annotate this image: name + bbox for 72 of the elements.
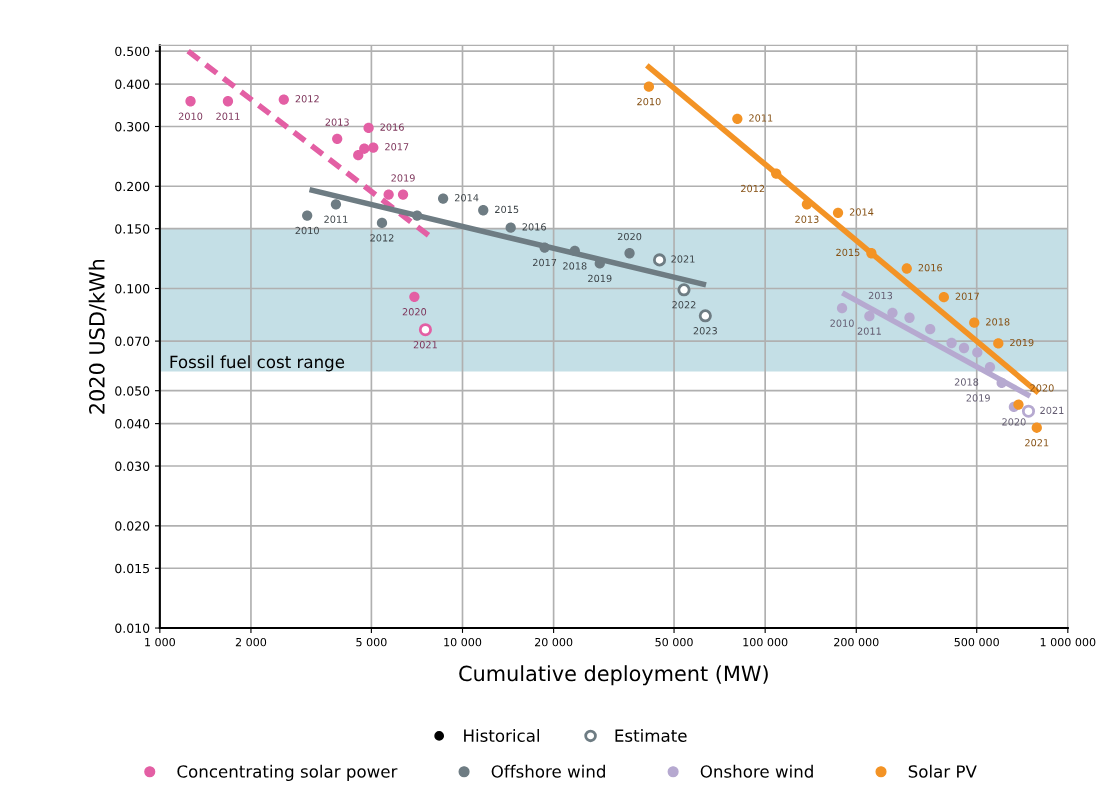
annotation: 2010 [637,97,661,106]
annotation: 2011 [324,215,348,223]
annotation: 2019 [966,394,990,402]
x-tick-label: 500 000 [954,637,999,647]
annotation: 2016 [522,223,546,231]
annotation: 2021 [671,255,695,263]
annotation: 2016 [380,123,404,131]
y-tick-label: 0.500 [115,46,150,57]
y-axis-title: 2020 USD/kWh [88,259,107,414]
y-tick-label: 0.200 [115,181,150,192]
legend-label: Solar PV [908,764,977,778]
annotation: 2017 [532,258,557,267]
annotation: 2011 [216,112,240,120]
annotation: 2014 [849,208,874,216]
annotation: 2011 [749,114,773,122]
annotation: 2017 [955,292,979,300]
annotation: 2012 [370,234,394,242]
y-tick-label: 0.015 [115,563,150,574]
legend-label: Estimate [615,729,687,742]
annotation: 2021 [413,341,437,349]
annotation: 2013 [868,291,893,300]
annotation: 2013 [325,118,349,126]
annotation: 2010 [295,226,319,235]
annotation: 2017 [385,143,409,151]
annotation: 2019 [1010,338,1034,347]
x-tick-label: 100 000 [743,637,788,647]
y-tick-label: 0.020 [115,521,150,531]
x-tick-label: 200 000 [834,637,879,647]
y-tick-label: 0.100 [115,283,150,294]
annotation: 2011 [857,327,881,335]
annotation: 2018 [986,318,1010,326]
x-tick-label: 1 000 000 [1040,637,1096,647]
y-tick-label: 0.400 [115,79,150,89]
annotation: 2014 [454,194,479,202]
annotation: 2019 [391,174,415,182]
y-tick-label: 0.010 [115,623,150,633]
annotation: 2013 [795,215,819,223]
annotation: 2018 [954,378,979,386]
y-tick-label: 0.150 [115,224,150,234]
text: Historical [464,729,539,742]
annotation: 2015 [495,205,519,214]
y-tick-label: 0.070 [115,336,150,347]
annotation: 2018 [563,262,587,270]
annotation: 2019 [588,274,612,283]
legend-label: Onshore wind [700,764,813,778]
y-tick-label: 0.030 [115,461,150,471]
x-tick-label: 2 000 [235,637,267,647]
y-tick-label: 0.050 [115,386,150,396]
annotation: 2012 [295,95,319,103]
annotation: 2010 [830,319,854,327]
legend-label: Concentrating solar power [177,764,398,781]
annotation: 2015 [836,248,860,257]
annotation: 2023 [693,327,717,335]
annotation: 2020 [402,308,427,316]
annotation: 2021 [1040,406,1064,415]
legend-label: Offshore wind [491,764,605,778]
x-axis-title: Cumulative deployment (MW) [459,665,768,686]
band-label: Fossil fuel cost range [170,355,345,372]
y-tick-label: 0.300 [115,121,150,132]
x-tick-label: 20 000 [534,637,573,647]
annotation: 2020 [617,232,642,241]
annotation: 2020 [1002,418,1026,426]
annotation: 2012 [741,184,765,193]
x-tick-label: 50 000 [655,637,693,647]
annotation: 2022 [672,301,696,309]
x-tick-label: 1 000 [145,637,176,647]
y-tick-label: 0.040 [115,419,150,429]
x-tick-label: 10 000 [444,637,482,647]
annotation: 2021 [1025,439,1049,447]
annotation: 2010 [178,112,203,120]
annotation: 2016 [918,263,943,272]
x-tick-label: 5 000 [356,637,387,647]
